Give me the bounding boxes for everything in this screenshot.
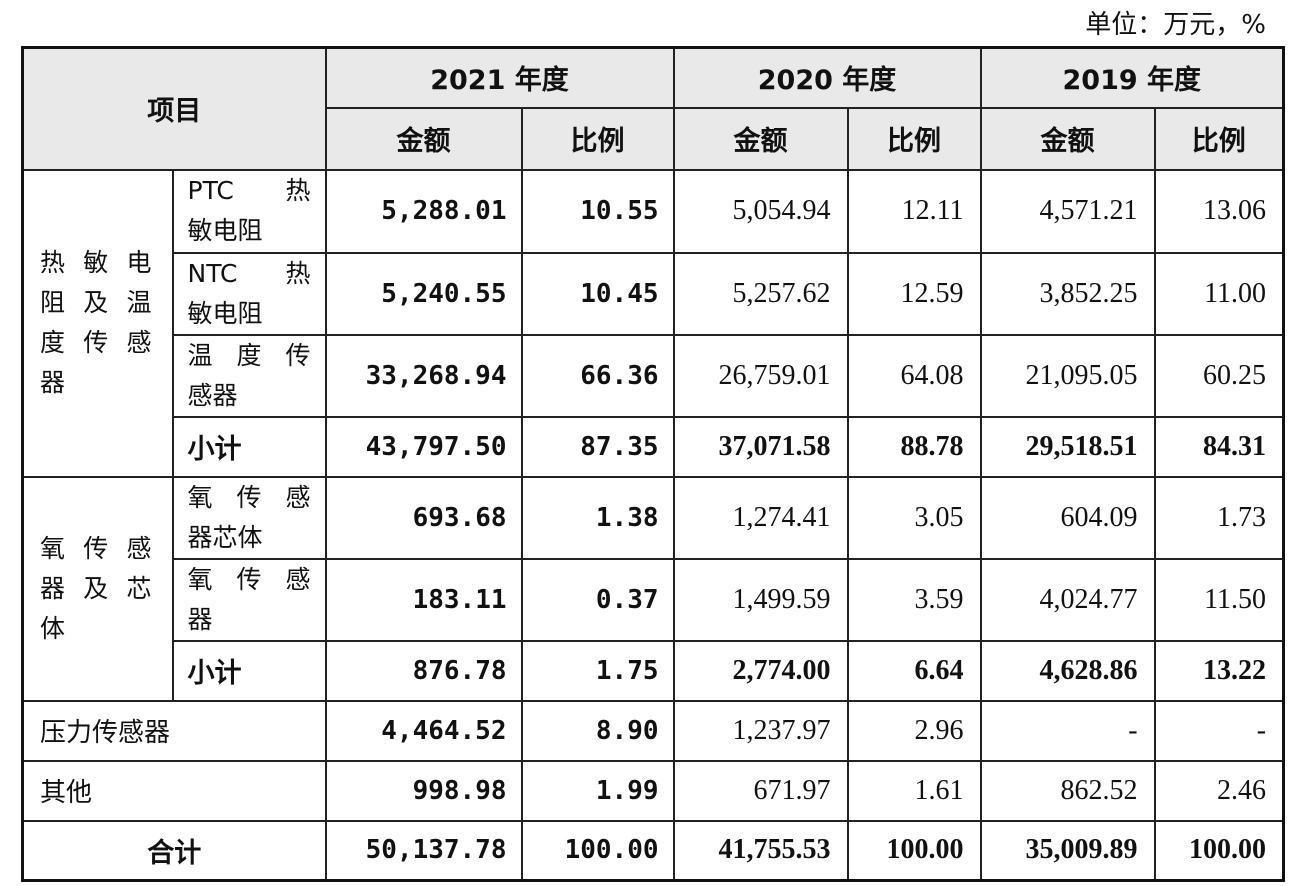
cell-ratio-2019: 13.06 bbox=[1153, 168, 1285, 254]
cell-ratio-2021: 1.38 bbox=[520, 475, 675, 560]
cell-ratio-2020: 100.00 bbox=[846, 819, 982, 882]
cell-amount-2019: 862.52 bbox=[979, 759, 1156, 822]
subtotal-row: 小计 876.78 1.75 2,774.00 6.64 4,628.86 13… bbox=[23, 639, 1285, 702]
cell-ratio-2021: 1.75 bbox=[520, 639, 675, 702]
cell-amount-2020: 37,071.58 bbox=[672, 415, 849, 478]
header-item: 项目 bbox=[21, 46, 327, 171]
header-ratio: 比例 bbox=[520, 106, 675, 171]
cell-ratio-2021: 66.36 bbox=[520, 333, 675, 418]
row-label: 氧传感 器 bbox=[171, 557, 327, 642]
row-label: 氧传感 器芯体 bbox=[171, 475, 327, 560]
cell-amount-2019: 4,571.21 bbox=[979, 168, 1156, 254]
cell-amount-2019: 604.09 bbox=[979, 475, 1156, 560]
cell-amount-2020: 5,257.62 bbox=[672, 251, 849, 336]
header-ratio: 比例 bbox=[1153, 106, 1285, 171]
subtotal-label: 小计 bbox=[171, 415, 327, 478]
cell-ratio-2021: 0.37 bbox=[520, 557, 675, 642]
header-amount: 金额 bbox=[979, 106, 1156, 171]
cell-ratio-2021: 100.00 bbox=[520, 819, 675, 882]
cell-ratio-2021: 10.45 bbox=[520, 251, 675, 336]
cell-ratio-2020: 3.59 bbox=[846, 557, 982, 642]
table-row: NTC 热 敏电阻 5,240.55 10.45 5,257.62 12.59 … bbox=[23, 251, 1285, 336]
cell-amount-2019: - bbox=[979, 699, 1156, 762]
cell-ratio-2021: 1.99 bbox=[520, 759, 675, 822]
total-label: 合计 bbox=[21, 819, 327, 882]
cell-amount-2021: 5,240.55 bbox=[324, 251, 523, 336]
cell-ratio-2021: 10.55 bbox=[520, 168, 675, 254]
subtotal-row: 小计 43,797.50 87.35 37,071.58 88.78 29,51… bbox=[23, 415, 1285, 478]
cell-amount-2021: 4,464.52 bbox=[324, 699, 523, 762]
row-label: PTC 热 敏电阻 bbox=[171, 168, 327, 254]
cell-amount-2020: 5,054.94 bbox=[672, 168, 849, 254]
subtotal-label: 小计 bbox=[171, 639, 327, 702]
cell-amount-2020: 1,237.97 bbox=[672, 699, 849, 762]
cell-amount-2021: 33,268.94 bbox=[324, 333, 523, 418]
cell-ratio-2019: 84.31 bbox=[1153, 415, 1285, 478]
cell-amount-2020: 1,274.41 bbox=[672, 475, 849, 560]
cell-amount-2021: 5,288.01 bbox=[324, 168, 523, 254]
row-label: NTC 热 敏电阻 bbox=[171, 251, 327, 336]
cell-amount-2019: 35,009.89 bbox=[979, 819, 1156, 882]
cell-amount-2019: 21,095.05 bbox=[979, 333, 1156, 418]
total-row: 合计 50,137.78 100.00 41,755.53 100.00 35,… bbox=[21, 819, 1285, 882]
row-label-other: 其他 bbox=[21, 759, 327, 822]
cell-amount-2020: 671.97 bbox=[672, 759, 849, 822]
cell-amount-2020: 41,755.53 bbox=[672, 819, 849, 882]
cell-ratio-2019: 2.46 bbox=[1153, 759, 1285, 822]
cell-ratio-2020: 3.05 bbox=[846, 475, 982, 560]
cell-amount-2020: 2,774.00 bbox=[672, 639, 849, 702]
row-label-pressure: 压力传感器 bbox=[21, 699, 327, 762]
cell-amount-2021: 43,797.50 bbox=[324, 415, 523, 478]
cell-ratio-2019: 13.22 bbox=[1153, 639, 1285, 702]
table-row: 热敏电 阻及温 度传感 器 PTC 热 敏电阻 5,288.01 10.55 5… bbox=[21, 168, 1285, 478]
table-row: 氧传感 器 183.11 0.37 1,499.59 3.59 4,024.77… bbox=[23, 557, 1285, 642]
cell-ratio-2020: 64.08 bbox=[846, 333, 982, 418]
cell-amount-2021: 50,137.78 bbox=[324, 819, 523, 882]
table-row: 氧传感 器及芯 体 氧传感 器芯体 693.68 1.38 1,274.41 3… bbox=[21, 475, 1285, 702]
header-amount: 金额 bbox=[672, 106, 849, 171]
cell-amount-2021: 876.78 bbox=[324, 639, 523, 702]
cell-ratio-2020: 6.64 bbox=[846, 639, 982, 702]
cell-ratio-2019: 11.50 bbox=[1153, 557, 1285, 642]
cell-ratio-2019: 60.25 bbox=[1153, 333, 1285, 418]
row-label: 温度传 感器 bbox=[171, 333, 327, 418]
category-oxygen: 氧传感 器及芯 体 bbox=[21, 475, 174, 702]
header-year-2020: 2020 年度 bbox=[672, 46, 982, 109]
cell-ratio-2020: 88.78 bbox=[846, 415, 982, 478]
cell-amount-2021: 998.98 bbox=[324, 759, 523, 822]
table-row: 温度传 感器 33,268.94 66.36 26,759.01 64.08 2… bbox=[23, 333, 1285, 418]
header-year-2019: 2019 年度 bbox=[979, 46, 1285, 109]
cell-amount-2019: 29,518.51 bbox=[979, 415, 1156, 478]
cell-ratio-2019: - bbox=[1153, 699, 1285, 762]
cell-ratio-2020: 2.96 bbox=[846, 699, 982, 762]
cell-ratio-2021: 8.90 bbox=[520, 699, 675, 762]
cell-amount-2019: 4,024.77 bbox=[979, 557, 1156, 642]
table-row: 压力传感器 4,464.52 8.90 1,237.97 2.96 - - bbox=[21, 699, 1285, 762]
cell-amount-2020: 1,499.59 bbox=[672, 557, 849, 642]
cell-ratio-2019: 1.73 bbox=[1153, 475, 1285, 560]
unit-label: 单位：万元，% bbox=[1085, 10, 1266, 40]
header-year-2021: 2021 年度 bbox=[324, 46, 675, 109]
cell-ratio-2020: 12.11 bbox=[846, 168, 982, 254]
cell-ratio-2021: 87.35 bbox=[520, 415, 675, 478]
cell-ratio-2019: 11.00 bbox=[1153, 251, 1285, 336]
cell-ratio-2020: 12.59 bbox=[846, 251, 982, 336]
header-amount: 金额 bbox=[324, 106, 523, 171]
cell-amount-2020: 26,759.01 bbox=[672, 333, 849, 418]
category-thermistor: 热敏电 阻及温 度传感 器 bbox=[21, 168, 174, 478]
cell-amount-2021: 693.68 bbox=[324, 475, 523, 560]
revenue-table: 项目 2021 年度 2020 年度 2019 年度 金额 比例 金额 比例 金… bbox=[21, 46, 1286, 882]
cell-ratio-2019: 100.00 bbox=[1153, 819, 1285, 882]
header-ratio: 比例 bbox=[846, 106, 982, 171]
cell-amount-2019: 4,628.86 bbox=[979, 639, 1156, 702]
table-row: 其他 998.98 1.99 671.97 1.61 862.52 2.46 bbox=[21, 759, 1285, 822]
cell-amount-2021: 183.11 bbox=[324, 557, 523, 642]
cell-amount-2019: 3,852.25 bbox=[979, 251, 1156, 336]
cell-ratio-2020: 1.61 bbox=[846, 759, 982, 822]
